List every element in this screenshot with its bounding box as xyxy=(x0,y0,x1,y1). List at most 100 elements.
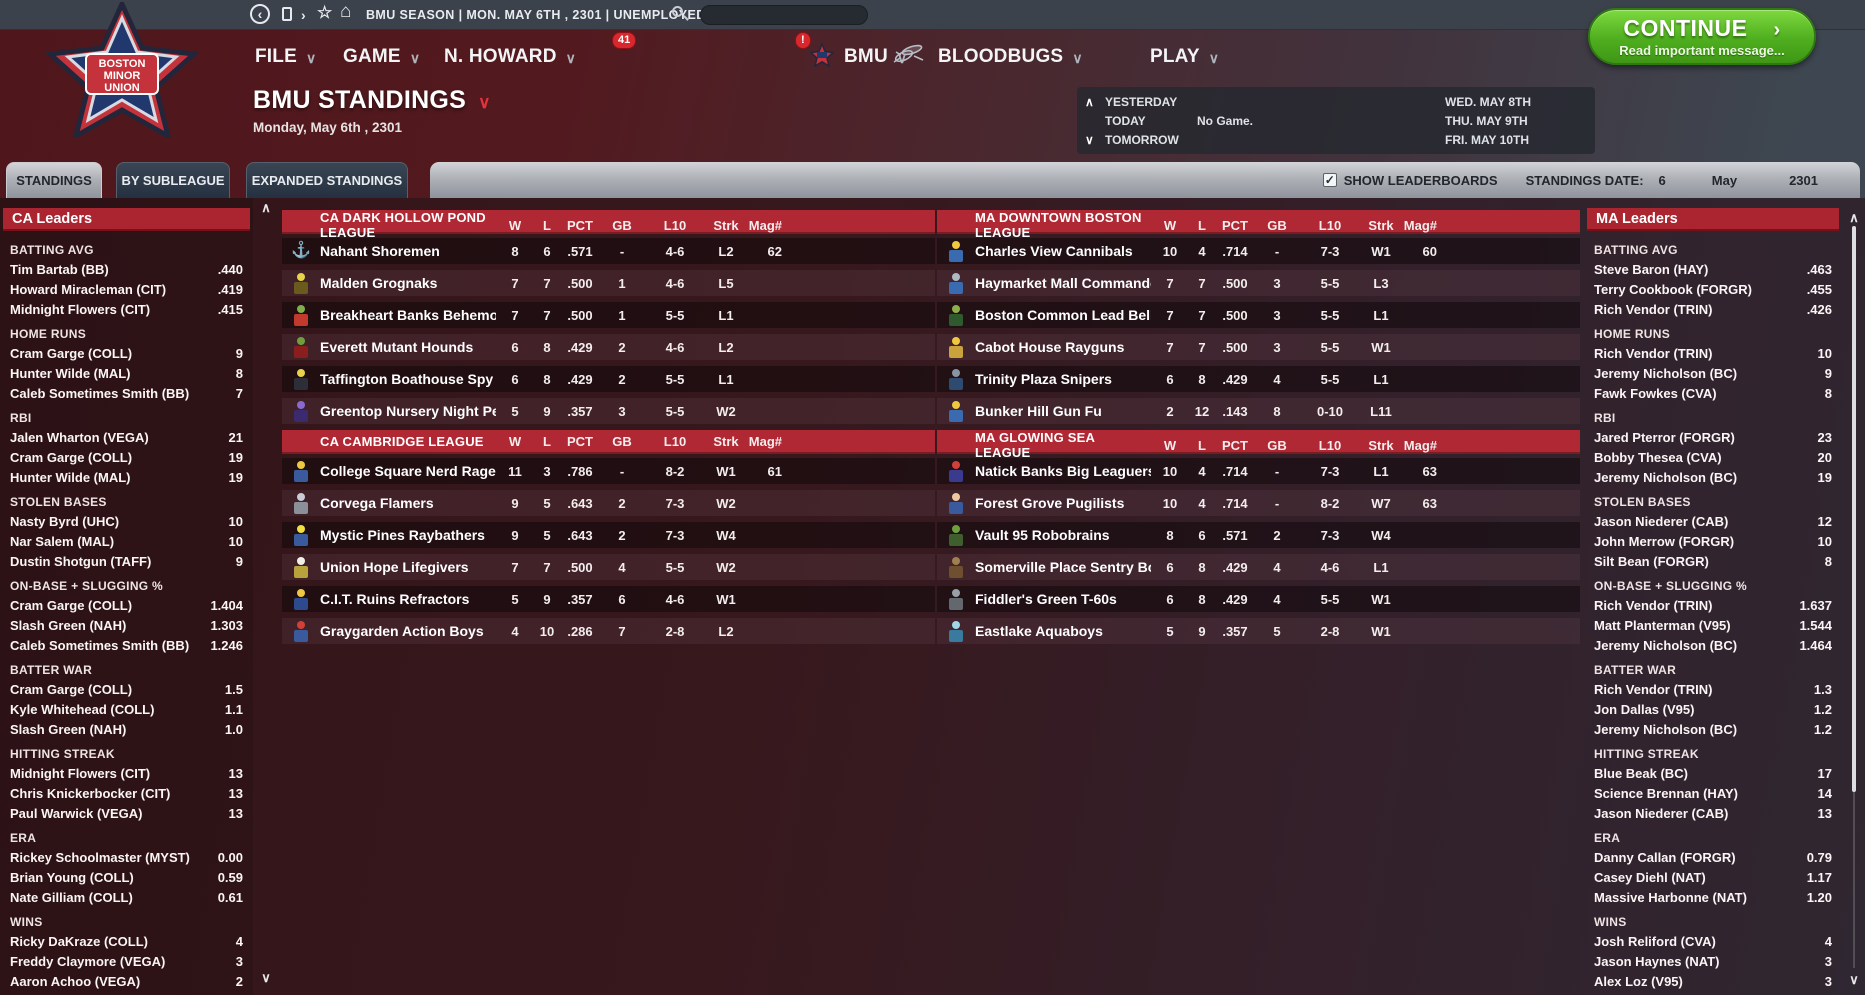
leader-row[interactable]: Brian Young (COLL) 0.59 xyxy=(0,868,253,888)
team-row[interactable]: Greentop Nursery Night People 5 9 .357 3 5-5 W… xyxy=(282,398,935,424)
column-header[interactable]: W xyxy=(1163,437,1177,453)
schedule-row-tomorrow[interactable]: ∨ TOMORROW FRI. MAY 10TH xyxy=(1085,130,1585,149)
team-name[interactable]: Malden Grognaks xyxy=(320,275,438,291)
team-name[interactable]: Cabot House Rayguns xyxy=(975,339,1125,355)
team-row[interactable]: Forest Grove Pugilists 10 4 .714 - 8-2 W7 63 xyxy=(937,490,1580,516)
menu-game[interactable]: GAME ∨ xyxy=(343,40,420,74)
column-header[interactable]: GB xyxy=(612,217,632,233)
team-row[interactable]: Taffington Boathouse Spy Hunter 6 8 .429 2 5-… xyxy=(282,366,935,392)
leader-row[interactable]: Fawk Fowkes (CVA) 8 xyxy=(1584,384,1842,404)
team-row[interactable]: ⚓ Nahant Shoremen 8 6 .571 - 4-6 L2 62 xyxy=(282,238,935,264)
leader-row[interactable]: Aaron Achoo (VEGA) 2 xyxy=(0,972,253,992)
leader-row[interactable]: Terry Cookbook (FORGR) .455 xyxy=(1584,280,1842,300)
team-row[interactable]: Charles View Cannibals 10 4 .714 - 7-3 W1 60 xyxy=(937,238,1580,264)
leader-row[interactable]: Alex Loz (V95) 3 xyxy=(1584,972,1842,992)
leader-row[interactable]: Nar Salem (MAL) 10 xyxy=(0,532,253,552)
team-name[interactable]: Forest Grove Pugilists xyxy=(975,495,1125,511)
leader-row[interactable]: John Merrow (FORGR) 10 xyxy=(1584,532,1842,552)
menu-file[interactable]: FILE ∨ xyxy=(255,40,316,74)
leader-row[interactable]: Silt Bean (FORGR) 8 xyxy=(1584,552,1842,572)
team-name[interactable]: Nahant Shoremen xyxy=(320,243,440,259)
team-row[interactable]: College Square Nerd Ragers 11 3 .786 - 8-2 W1 6… xyxy=(282,458,935,484)
leader-row[interactable]: Tim Bartab (BB) .440 xyxy=(0,260,253,280)
chevron-up-icon[interactable]: ∧ xyxy=(1085,94,1094,109)
team-name[interactable]: Mystic Pines Raybathers xyxy=(320,527,485,543)
team-row[interactable]: Corvega Flamers 9 5 .643 2 7-3 W2 xyxy=(282,490,935,516)
team-name[interactable]: Breakheart Banks Behemoths xyxy=(320,307,496,323)
menu-manager[interactable]: N. HOWARD ∨ xyxy=(444,40,576,74)
search-icon[interactable] xyxy=(672,6,690,24)
leader-row[interactable]: Danny Callan (FORGR) 0.79 xyxy=(1584,848,1842,868)
team-name[interactable]: Natick Banks Big Leaguers xyxy=(975,463,1151,479)
chevron-down-icon[interactable]: ∨ xyxy=(1085,132,1094,147)
team-row[interactable]: Graygarden Action Boys 4 10 .286 7 2-8 L2 xyxy=(282,618,935,644)
tab-expanded-standings[interactable]: EXPANDED STANDINGS xyxy=(246,162,408,198)
leader-row[interactable]: Paul Warwick (VEGA) 13 xyxy=(0,804,253,824)
leader-row[interactable]: Howard Miracleman (CIT) .419 xyxy=(0,280,253,300)
leader-row[interactable]: Kyle Whitehead (COLL) 1.1 xyxy=(0,700,253,720)
leader-row[interactable]: Rich Vendor (TRIN) .426 xyxy=(1584,300,1842,320)
scroll-down-icon[interactable]: ∨ xyxy=(1849,972,1859,987)
leader-row[interactable]: Midnight Flowers (CIT) 13 xyxy=(0,764,253,784)
menu-bloodbugs[interactable]: BLOODBUGS ∨ xyxy=(890,40,1083,74)
schedule-row-yesterday[interactable]: ∧ YESTERDAY WED. MAY 8TH xyxy=(1085,92,1585,111)
leader-row[interactable]: Bobby Thesea (CVA) 20 xyxy=(1584,448,1842,468)
column-header[interactable]: PCT xyxy=(1222,437,1248,453)
leader-row[interactable]: Jon Dallas (V95) 1.2 xyxy=(1584,700,1842,720)
standings-date-month[interactable]: May xyxy=(1711,172,1738,188)
forward-icon[interactable]: › xyxy=(301,7,306,23)
team-row[interactable]: Everett Mutant Hounds 6 8 .429 2 4-6 L2 xyxy=(282,334,935,360)
team-row[interactable]: Cabot House Rayguns 7 7 .500 3 5-5 W1 xyxy=(937,334,1580,360)
tab-standings[interactable]: STANDINGS xyxy=(6,162,102,198)
leader-row[interactable]: Jeremy Nicholson (BC) 9 xyxy=(1584,364,1842,384)
leader-row[interactable]: Jeremy Nicholson (BC) 1.2 xyxy=(1584,720,1842,740)
team-name[interactable]: Union Hope Lifegivers xyxy=(320,559,469,575)
team-row[interactable]: Breakheart Banks Behemoths 7 7 .500 1 5-5 L1 xyxy=(282,302,935,328)
team-name[interactable]: Vault 95 Robobrains xyxy=(975,527,1110,543)
team-row[interactable]: Natick Banks Big Leaguers 10 4 .714 - 7-3 L1 63 xyxy=(937,458,1580,484)
team-name[interactable]: Everett Mutant Hounds xyxy=(320,339,474,355)
team-name[interactable]: Greentop Nursery Night People xyxy=(320,403,496,419)
leader-row[interactable]: Freddy Claymore (VEGA) 3 xyxy=(0,952,253,972)
column-header[interactable]: L xyxy=(1198,217,1206,233)
scroll-down-icon[interactable]: ∨ xyxy=(261,970,271,985)
leader-row[interactable]: Rickey Schoolmaster (MYST) 0.00 xyxy=(0,848,253,868)
leader-row[interactable]: Jalen Wharton (VEGA) 21 xyxy=(0,428,253,448)
leader-row[interactable]: Jeremy Nicholson (BC) 1.464 xyxy=(1584,636,1842,656)
stop-icon[interactable] xyxy=(282,7,292,21)
leader-row[interactable]: Nate Gilliam (COLL) 0.61 xyxy=(0,888,253,908)
column-header[interactable]: PCT xyxy=(567,217,593,233)
team-row[interactable]: Fiddler's Green T-60s 6 8 .429 4 5-5 W1 xyxy=(937,586,1580,612)
leader-row[interactable]: Cram Garge (COLL) 1.404 xyxy=(0,596,253,616)
leader-row[interactable]: Hunter Wilde (MAL) 19 xyxy=(0,468,253,488)
leader-row[interactable]: Rich Vendor (TRIN) 1.637 xyxy=(1584,596,1842,616)
leader-row[interactable]: Jared Pterror (FORGR) 23 xyxy=(1584,428,1842,448)
leader-row[interactable]: Chris Knickerbocker (CIT) 13 xyxy=(0,784,253,804)
column-header[interactable]: W xyxy=(1163,217,1177,233)
column-header[interactable]: L10 xyxy=(1318,217,1342,233)
leader-row[interactable]: Cram Garge (COLL) 9 xyxy=(0,344,253,364)
team-row[interactable]: Union Hope Lifegivers 7 7 .500 4 5-5 W2 xyxy=(282,554,935,580)
column-header[interactable]: Mag# xyxy=(1403,217,1437,233)
continue-button[interactable]: CONTINUE › Read important message... xyxy=(1588,8,1816,65)
leader-row[interactable]: Jason Niederer (CAB) 12 xyxy=(1584,512,1842,532)
leader-row[interactable]: Cram Garge (COLL) 1.5 xyxy=(0,680,253,700)
team-name[interactable]: Taffington Boathouse Spy Hunter xyxy=(320,371,496,387)
team-name[interactable]: College Square Nerd Ragers xyxy=(320,463,496,479)
standings-date-year[interactable]: 2301 xyxy=(1789,172,1818,188)
team-name[interactable]: Fiddler's Green T-60s xyxy=(975,591,1117,607)
team-name[interactable]: Graygarden Action Boys xyxy=(320,623,484,639)
standings-date-day[interactable]: 6 xyxy=(1658,172,1666,188)
team-name[interactable]: Charles View Cannibals xyxy=(975,243,1133,259)
leader-row[interactable]: Slash Green (NAH) 1.0 xyxy=(0,720,253,740)
leader-row[interactable]: Rich Vendor (TRIN) 1.3 xyxy=(1584,680,1842,700)
schedule-row-today[interactable]: TODAY No Game. THU. MAY 9TH xyxy=(1085,111,1585,130)
leader-row[interactable]: Rich Vendor (TRIN) 10 xyxy=(1584,344,1842,364)
leader-row[interactable]: Steve Baron (HAY) .463 xyxy=(1584,260,1842,280)
column-header[interactable]: Mag# xyxy=(748,217,782,233)
column-header[interactable]: L10 xyxy=(663,217,687,233)
scroll-up-icon[interactable]: ∧ xyxy=(261,200,271,215)
team-row[interactable]: Vault 95 Robobrains 8 6 .571 2 7-3 W4 xyxy=(937,522,1580,548)
column-header[interactable]: PCT xyxy=(567,433,593,449)
team-row[interactable]: Trinity Plaza Snipers 6 8 .429 4 5-5 L1 xyxy=(937,366,1580,392)
